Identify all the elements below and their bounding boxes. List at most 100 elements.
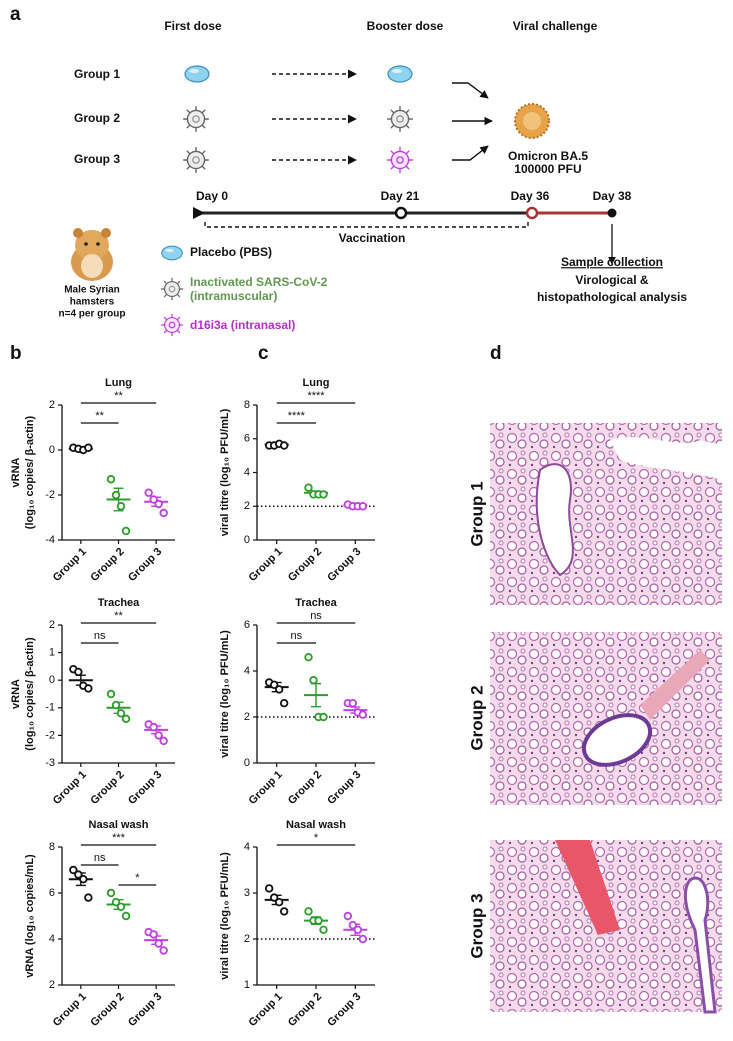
data-point	[111, 898, 121, 907]
data-point	[144, 488, 153, 497]
legend-icon	[160, 277, 184, 301]
x-tick-label: Group 1	[247, 546, 285, 584]
y-tick-label: 2	[49, 399, 55, 411]
chart: Trachea viral titre (log₁₀ PFU/mL) 0 2 4 6 Gro…	[219, 597, 375, 807]
chart-title: Lung	[105, 377, 132, 389]
chart-title: Lung	[303, 377, 330, 389]
y-tick-label: 6	[49, 887, 55, 899]
legend-text: Placebo (PBS)	[190, 245, 272, 259]
data-point	[348, 921, 358, 930]
y-tick-label: -1	[45, 702, 55, 714]
data-point	[106, 475, 116, 484]
y-tick-label: 0	[244, 757, 250, 769]
data-point	[79, 875, 88, 884]
panel-label: d	[490, 343, 502, 364]
chart: Nasal wash vRNA (log₁₀ copies/mL) 2 4 6 8 Grou…	[24, 819, 175, 1029]
dashed-arrows	[272, 69, 357, 165]
data-point	[84, 684, 93, 693]
y-axis-label: viral titre (log₁₀ PFU/mL)	[219, 630, 231, 758]
chart: Lung vRNA (log₁₀ copies/ β-actin) -4 -2 0 2 Gro…	[10, 377, 175, 584]
y-axis-label: (log₁₀ copies/ β-actin)	[24, 637, 36, 751]
data-point	[279, 699, 289, 708]
data-point	[358, 502, 368, 511]
data-point	[309, 676, 318, 685]
data-point	[116, 902, 126, 911]
data-point	[353, 925, 363, 934]
y-tick-label: 0	[49, 674, 55, 686]
y-tick-label: 2	[244, 933, 250, 945]
data-point	[74, 870, 83, 879]
y-tick-label: 4	[244, 466, 250, 478]
data-point	[304, 483, 313, 492]
x-tick-label: Group 1	[51, 546, 89, 584]
y-axis-label: (log₁₀ copies/ β-actin)	[24, 415, 36, 529]
y-tick-label: 2	[244, 711, 250, 723]
significance-label: ***	[112, 832, 126, 844]
significance-label: **	[114, 610, 123, 622]
histology-label: Group 3	[467, 893, 486, 958]
y-tick-label: -2	[45, 489, 55, 501]
x-tick-label: Group 3	[126, 546, 164, 584]
challenge-text: 100000 PFU	[514, 162, 581, 176]
chart-title: Trachea	[295, 597, 337, 609]
airway	[535, 463, 574, 577]
y-tick-label: -2	[45, 729, 55, 741]
x-tick-label: Group 2	[286, 991, 324, 1029]
x-tick-label: Group 1	[51, 769, 89, 807]
chart: Trachea vRNA (log₁₀ copies/ β-actin) -3 -2 -1…	[10, 597, 175, 807]
y-tick-label: 4	[244, 841, 250, 853]
virus-icon	[386, 146, 414, 174]
timeline-node	[607, 208, 617, 218]
column-title: Viral challenge	[513, 19, 598, 33]
y-axis-label: vRNA (log₁₀ copies/mL)	[24, 854, 36, 978]
x-tick-label: Group 1	[247, 769, 285, 807]
airway	[683, 876, 717, 1014]
histology: Group 1 Group 2 Group 3	[467, 423, 722, 1014]
legend-text: d16i3a (intranasal)	[190, 318, 295, 332]
day-label: Day 38	[593, 189, 632, 203]
y-axis-label: vRNA	[10, 679, 22, 709]
y-tick-label: -4	[45, 534, 55, 546]
group-label: Group 1	[74, 67, 120, 81]
x-tick-label: Group 2	[88, 546, 126, 584]
significance-label: *	[135, 872, 140, 884]
timeline-node	[394, 206, 408, 220]
y-tick-label: 2	[244, 500, 250, 512]
data-point	[121, 911, 131, 921]
data-point	[159, 946, 168, 955]
y-tick-label: 6	[244, 433, 250, 445]
placebo-icon	[387, 65, 413, 83]
airspace	[610, 437, 722, 480]
group-label: Group 3	[74, 152, 120, 166]
panel-label: c	[258, 343, 269, 364]
timeline-node	[525, 206, 539, 220]
virus-icon	[182, 105, 210, 133]
data-point	[159, 508, 168, 518]
vaccination-bracket	[204, 222, 529, 228]
data-point	[358, 710, 368, 719]
data-point	[106, 888, 116, 898]
x-tick-label: Group 1	[51, 991, 89, 1029]
x-tick-label: Group 2	[286, 769, 324, 807]
chart-title: Nasal wash	[286, 819, 346, 831]
significance-label: ****	[307, 390, 325, 402]
x-tick-label: Group 2	[88, 769, 126, 807]
data-point	[154, 731, 163, 740]
x-tick-label: Group 3	[325, 991, 363, 1029]
airway	[581, 713, 653, 767]
histology-label: Group 2	[467, 685, 486, 750]
y-tick-label: 8	[244, 399, 250, 411]
chart: Nasal wash viral titre (log₁₀ PFU/mL) 1 2 3 4…	[219, 819, 375, 1029]
y-tick-label: 3	[244, 887, 250, 899]
animal-text: Male Syrian	[64, 285, 120, 296]
data-point	[274, 685, 284, 694]
chart-title: Trachea	[98, 597, 140, 609]
significance-label: **	[114, 390, 123, 402]
sample-text: histopathological analysis	[537, 290, 687, 304]
data-point	[159, 736, 168, 746]
data-point	[121, 714, 131, 724]
panel-label: b	[10, 343, 22, 364]
data-point	[269, 680, 279, 689]
y-tick-label: -3	[45, 757, 55, 769]
legend-text: (intramuscular)	[190, 289, 277, 303]
